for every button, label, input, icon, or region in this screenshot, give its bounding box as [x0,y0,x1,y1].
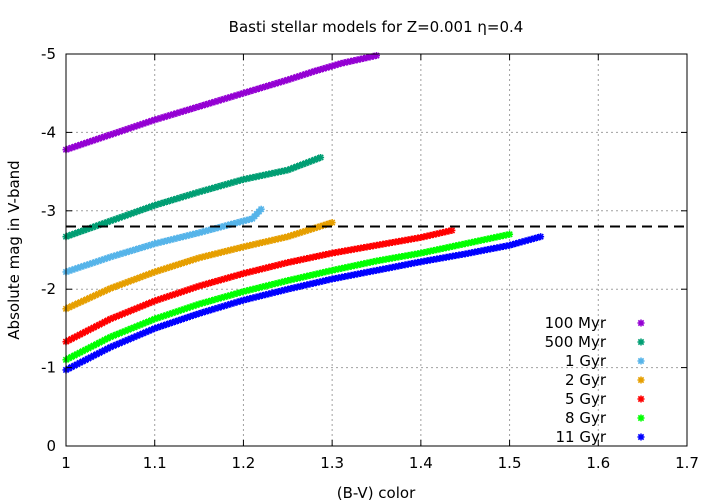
legend-marker [637,338,645,346]
legend-label: 5 Gyr [565,390,607,408]
y-tick-label: -2 [41,280,56,298]
x-tick-label: 1.1 [143,454,167,472]
data-point [317,153,325,161]
legend-item: 2 Gyr [565,371,645,389]
grid-layer [66,54,687,446]
legend-label: 500 Myr [545,333,607,351]
legend-label: 8 Gyr [565,409,607,427]
data-point [220,293,228,301]
data-point [373,52,380,60]
series-8-gyr [62,230,514,364]
data-point [448,226,456,234]
data-point [328,219,336,227]
y-tick-label: 0 [46,437,56,455]
y-tick-label: -1 [41,359,56,377]
data-point [89,137,97,145]
plot-frame [65,53,688,447]
data-point [171,290,179,298]
legend-item: 11 Gyr [555,428,645,446]
series-11-gyr [62,233,545,374]
data-point [506,230,514,238]
legend-marker [637,319,645,327]
data-point [521,237,529,245]
series-layer [62,52,545,374]
legend-label: 100 Myr [545,314,607,332]
x-tick-label: 1 [61,454,71,472]
x-tick-label: 1.3 [320,454,344,472]
x-tick-label: 1.4 [409,454,433,472]
chart-title: Basti stellar models for Z=0.001 η=0.4 [229,18,524,36]
data-point [139,320,147,328]
data-point [299,71,307,79]
tick-layer: 1 1.1 1.2 1.3 1.4 1.5 1.6 1.7 0 -1 -2 -3 -4 -5 [41,45,699,472]
data-point [208,278,216,286]
x-axis-label: (B-V) color [337,484,416,502]
legend-marker [637,357,645,365]
legend-item: 100 Myr [545,314,645,332]
data-point [130,333,138,341]
x-tick-label: 1.5 [498,454,522,472]
legend-label: 2 Gyr [565,371,607,389]
series-5-gyr [62,226,456,346]
x-tick-label: 1.2 [231,454,255,472]
legend-item: 500 Myr [545,333,645,351]
legend-marker [637,433,645,441]
y-tick-label: -5 [41,45,56,63]
legend-marker [637,376,645,384]
legend-item: 5 Gyr [565,390,645,408]
data-point [537,233,545,241]
data-point [177,288,185,296]
series-1-gyr [62,205,265,276]
y-axis-label: Absolute mag in V-band [5,160,23,339]
data-point [112,282,120,290]
legend-marker [637,395,645,403]
data-point [257,205,265,213]
legend-label: 11 Gyr [555,428,606,446]
y-tick-label: -4 [41,123,56,141]
x-tick-label: 1.7 [675,454,699,472]
series-100-myr [62,52,380,154]
legend-item: 1 Gyr [565,352,645,370]
legend-item: 8 Gyr [565,409,645,427]
data-point [230,299,238,307]
y-tick-label: -3 [41,202,56,220]
legend-label: 1 Gyr [565,352,607,370]
data-point [103,286,111,294]
legend-marker [637,414,645,422]
data-point [236,297,244,305]
x-tick-label: 1.6 [586,454,610,472]
